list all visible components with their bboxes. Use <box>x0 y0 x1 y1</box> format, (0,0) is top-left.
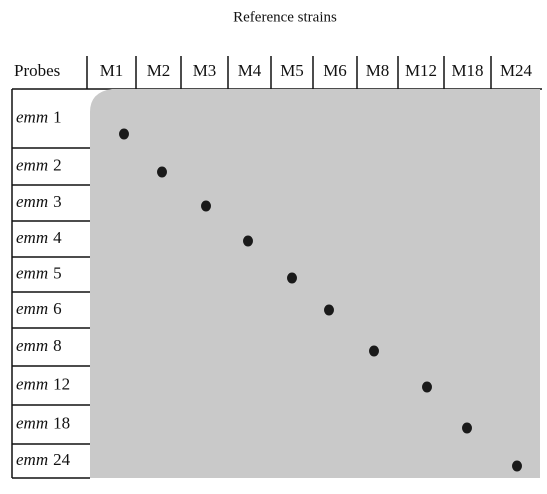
gene-number: 3 <box>53 192 62 211</box>
gene-number: 6 <box>53 299 62 318</box>
row-label: emm 3 <box>16 192 62 211</box>
row-label: emm 24 <box>16 450 71 469</box>
spot <box>119 129 129 140</box>
column-label: M3 <box>193 61 217 80</box>
gene-number: 5 <box>53 263 62 282</box>
column-label: M18 <box>451 61 483 80</box>
row-label: emm 8 <box>16 336 62 355</box>
row-label: emm 4 <box>16 228 62 247</box>
gene-name: emm <box>16 336 48 355</box>
column-label: M6 <box>323 61 347 80</box>
row-label: emm 5 <box>16 263 62 282</box>
gene-name: emm <box>16 263 48 282</box>
gene-number: 24 <box>53 450 71 469</box>
spot <box>324 305 334 316</box>
spot <box>157 167 167 178</box>
gene-number: 2 <box>53 155 62 174</box>
corner-label: Probes <box>14 61 60 80</box>
spot <box>462 423 472 434</box>
figure: Reference strains Probes M1 M2 M3 M4 M5 M6 M8 M… <box>0 0 547 489</box>
gene-name: emm <box>16 413 48 432</box>
gene-number: 8 <box>53 336 62 355</box>
gene-name: emm <box>16 155 48 174</box>
row-label: emm 1 <box>16 107 62 126</box>
row-label: emm 6 <box>16 299 62 318</box>
column-label: M5 <box>280 61 304 80</box>
gene-name: emm <box>16 192 48 211</box>
column-label: M24 <box>500 61 533 80</box>
row-label: emm 18 <box>16 413 70 432</box>
column-label: M8 <box>366 61 390 80</box>
spot <box>243 236 253 247</box>
row-label: emm 2 <box>16 155 62 174</box>
gene-number: 4 <box>53 228 62 247</box>
spot <box>369 346 379 357</box>
spot <box>512 461 522 472</box>
gene-name: emm <box>16 374 48 393</box>
spot <box>201 201 211 212</box>
column-label: M4 <box>238 61 262 80</box>
blot-membrane <box>90 89 540 478</box>
row-label: emm 12 <box>16 374 70 393</box>
gene-number: 12 <box>53 374 70 393</box>
gene-number: 1 <box>53 107 62 126</box>
column-label: M12 <box>405 61 437 80</box>
gene-number: 18 <box>53 413 70 432</box>
gene-name: emm <box>16 450 48 469</box>
spot <box>287 273 297 284</box>
column-label: M1 <box>100 61 124 80</box>
gene-name: emm <box>16 228 48 247</box>
column-label: M2 <box>147 61 171 80</box>
title: Reference strains <box>233 9 337 25</box>
gene-name: emm <box>16 299 48 318</box>
spot <box>422 382 432 393</box>
gene-name: emm <box>16 107 48 126</box>
